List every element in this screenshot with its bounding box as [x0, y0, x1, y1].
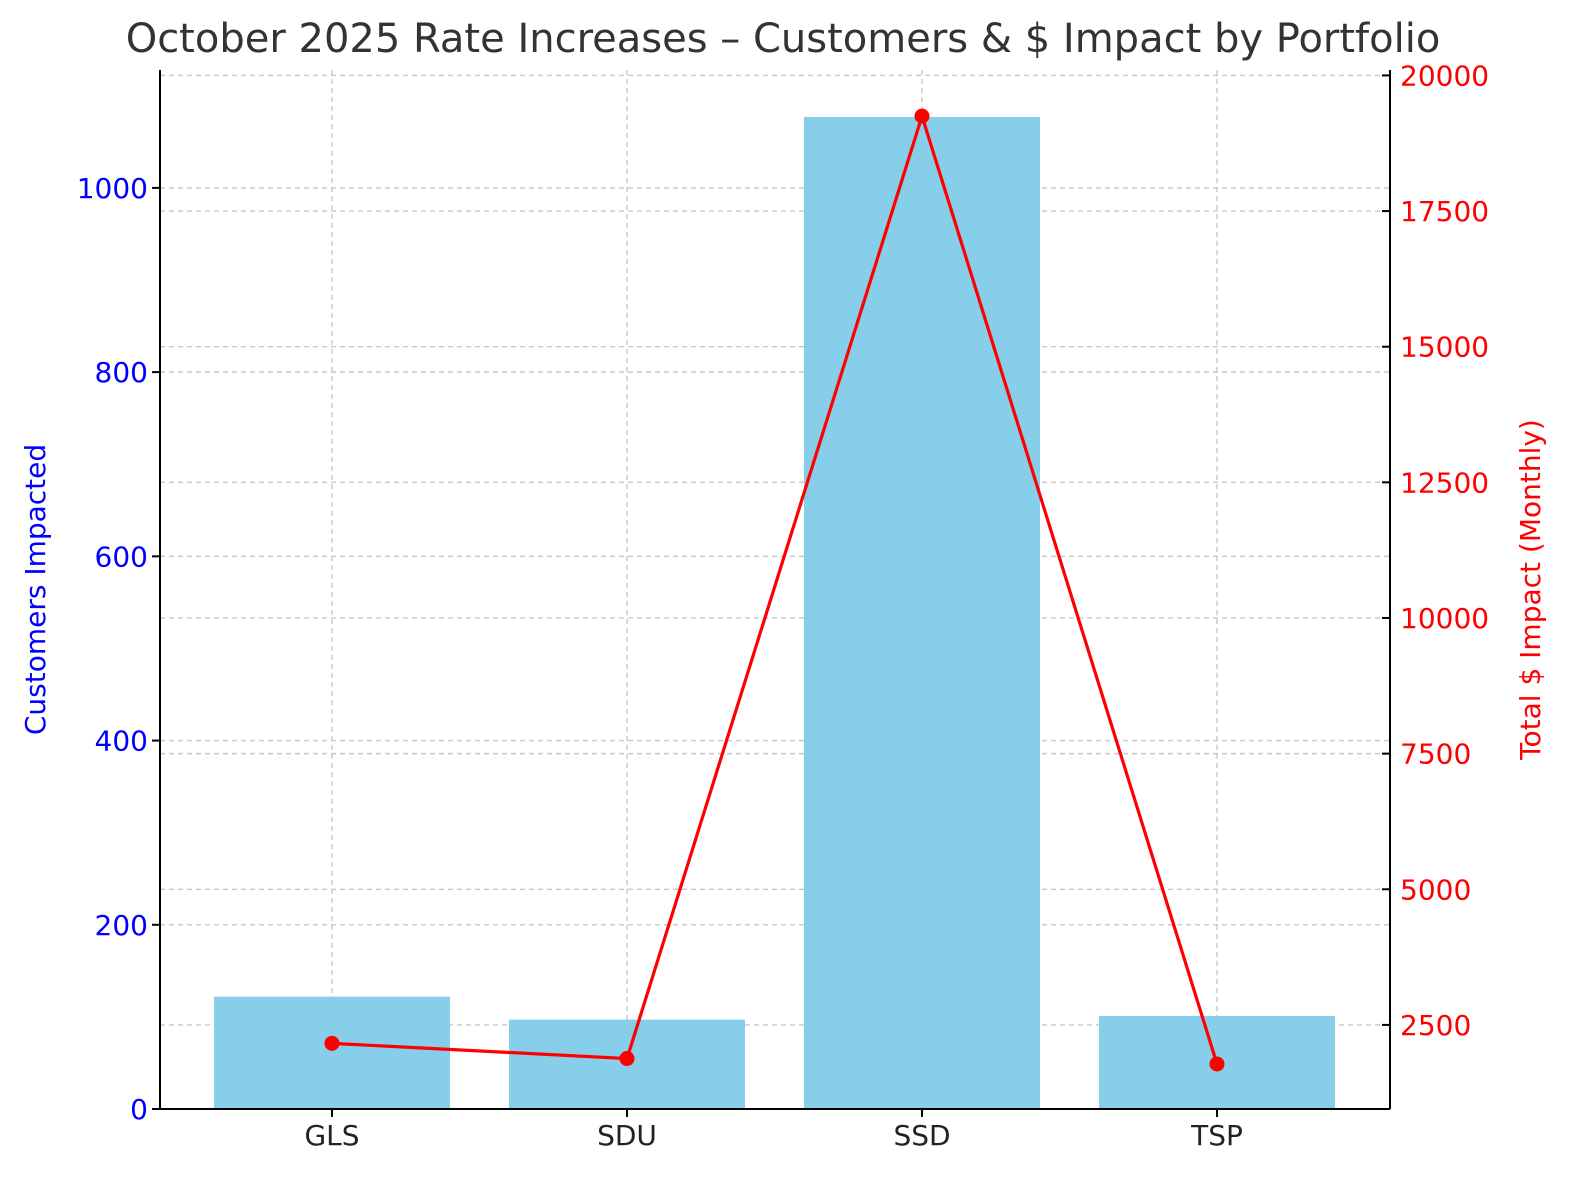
line-point-tsp — [1209, 1056, 1225, 1072]
bar-series — [214, 116, 1335, 1109]
y-tick-label-right-5: 15000 — [1400, 331, 1489, 364]
y-tick-label-left-3: 600 — [95, 540, 148, 573]
line-series — [324, 108, 1225, 1072]
y-tick-label-right-4: 12500 — [1400, 466, 1489, 499]
bar-gls — [214, 996, 450, 1109]
y-tick-label-left-0: 0 — [130, 1093, 148, 1126]
y-tick-label-right-3: 10000 — [1400, 602, 1489, 635]
y-tick-label-left-5: 1000 — [77, 172, 148, 205]
bar-ssd — [804, 116, 1040, 1109]
y-axis-label-left: Customers Impacted — [19, 444, 52, 735]
y-tick-label-right-1: 5000 — [1400, 873, 1471, 906]
x-tick-label-sdu: SDU — [597, 1119, 657, 1152]
line-point-sdu — [619, 1051, 635, 1067]
x-tick-label-tsp: TSP — [1190, 1119, 1243, 1152]
line-point-ssd — [914, 108, 930, 124]
line-point-gls — [324, 1035, 340, 1051]
axes: 0 200 400 600 800 1000 2500 5000 7500 10000 12500 1… — [77, 59, 1489, 1152]
x-tick-label-ssd: SSD — [893, 1119, 950, 1152]
chart-title: October 2025 Rate Increases – Customers … — [126, 16, 1441, 62]
x-tick-label-gls: GLS — [304, 1119, 359, 1152]
y-tick-label-right-7: 20000 — [1400, 59, 1489, 92]
line-total-impact — [331, 114, 1219, 1065]
y-tick-label-right-6: 17500 — [1400, 195, 1489, 228]
y-axis-label-right: Total $ Impact (Monthly) — [1514, 419, 1547, 761]
y-tick-label-left-1: 200 — [95, 909, 148, 942]
y-tick-label-right-2: 7500 — [1400, 738, 1471, 771]
y-tick-label-right-0: 2500 — [1400, 1009, 1471, 1042]
grid-layer — [160, 70, 1390, 1110]
y-tick-label-left-4: 800 — [95, 356, 148, 389]
y-tick-label-left-2: 400 — [95, 725, 148, 758]
